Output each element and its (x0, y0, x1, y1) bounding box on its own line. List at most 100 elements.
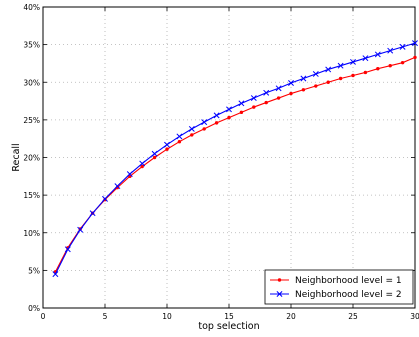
y-tick-label: 10% (23, 229, 40, 238)
series-1-point (289, 91, 293, 96)
x-tick-label: 20 (286, 312, 296, 321)
x-tick-label: 10 (162, 312, 172, 321)
series-1-point (152, 155, 157, 160)
x-marker-stroke (52, 271, 59, 278)
series-2-point (64, 246, 71, 253)
series-2-point (213, 112, 220, 119)
series-1-point (326, 80, 330, 84)
y-tick-label: 20% (23, 154, 40, 163)
x-tick-label: 0 (41, 312, 46, 321)
x-marker-stroke (325, 66, 332, 73)
x-marker-stroke (201, 119, 208, 126)
series-1-point (376, 67, 380, 71)
x-marker-stroke (126, 171, 133, 178)
x-marker-stroke (288, 80, 294, 86)
x-tick-label: 30 (410, 312, 419, 321)
series-1-point (400, 60, 405, 65)
series-2-point (300, 75, 307, 82)
x-marker-stroke (102, 195, 108, 202)
series-1-point (239, 110, 244, 115)
series-2-point (89, 210, 96, 217)
series-1-point (264, 100, 268, 105)
series-2-point (387, 47, 394, 54)
series-2-point (139, 160, 146, 167)
legend-entry-2: Neighborhood level = 2 (270, 290, 402, 300)
series-2-point (312, 71, 319, 77)
series-2-point (362, 55, 369, 62)
series-2-point (238, 100, 245, 107)
x-marker-stroke (114, 183, 121, 190)
y-axis-label: Recall (11, 143, 22, 171)
series-2-point (102, 195, 108, 202)
x-marker-stroke (337, 62, 344, 69)
x-marker-stroke (350, 58, 356, 65)
series-1-point (413, 55, 417, 60)
series-2-point (250, 95, 257, 102)
x-marker-stroke (312, 71, 319, 77)
x-marker-stroke (387, 47, 394, 54)
series-1-point (388, 63, 392, 68)
series-2-point (164, 141, 170, 148)
series-2-point (52, 271, 59, 278)
series-2-point (176, 133, 183, 140)
series-2-point (374, 51, 381, 58)
x-marker-stroke (176, 133, 183, 140)
series-2-point (226, 106, 232, 113)
y-tick-label: 15% (23, 191, 40, 200)
x-marker-stroke (412, 40, 418, 47)
y-tick-label: 25% (23, 116, 40, 125)
legend-box (264, 269, 414, 305)
y-tick-label: 30% (23, 78, 40, 87)
series-1-point (202, 127, 206, 131)
series-1-point (338, 76, 343, 81)
legend-entry-1: Neighborhood level = 1 (270, 276, 402, 286)
series-2-point (275, 85, 282, 92)
x-marker-stroke (276, 291, 283, 297)
x-marker-stroke (213, 112, 220, 119)
series-2-line (54, 42, 416, 275)
series-1-point (314, 84, 318, 88)
series-2-point (126, 171, 133, 178)
series-2-point (151, 150, 158, 157)
y-tick-label: 5% (28, 266, 40, 275)
x-marker-stroke (188, 125, 195, 132)
series-1-line (54, 56, 416, 273)
x-marker-stroke (275, 85, 282, 92)
x-marker-stroke (164, 141, 170, 148)
series-2 (52, 40, 418, 278)
x-tick-label: 15 (224, 312, 234, 321)
series-1 (53, 55, 417, 274)
x-marker-stroke (263, 89, 270, 96)
x-marker-stroke (89, 210, 96, 217)
series-1-point (140, 164, 144, 169)
x-marker-stroke (226, 106, 232, 113)
series-1-point (276, 96, 281, 100)
series-1-point (351, 73, 355, 78)
x-axis-label: top selection (198, 321, 259, 332)
x-tick-label: 5 (103, 312, 108, 321)
legend-label: Neighborhood level = 1 (295, 276, 402, 286)
x-marker-stroke (64, 246, 71, 253)
series-1-point (227, 115, 231, 120)
x-tick-label: 25 (348, 312, 358, 321)
series-1-point (177, 139, 182, 144)
series-2-point (288, 80, 294, 86)
y-tick-label: 0% (28, 304, 40, 313)
x-marker-stroke (300, 75, 307, 82)
legend: Neighborhood level = 1 Neighborhood level… (264, 269, 414, 305)
y-tick-label: 40% (23, 3, 40, 12)
legend-marker (276, 291, 283, 297)
x-marker-stroke (238, 100, 245, 107)
x-marker-stroke (374, 51, 381, 58)
series-2-point (337, 62, 344, 69)
series-2-point (188, 125, 195, 132)
legend-label: Neighborhood level = 2 (295, 290, 402, 300)
y-tick-label: 35% (23, 41, 40, 50)
series-2-point (325, 66, 332, 73)
x-marker-stroke (151, 150, 158, 157)
series-2-point (201, 119, 208, 126)
series-1-point (363, 70, 368, 75)
series-2-point (77, 226, 84, 233)
series-2-point (412, 40, 418, 47)
series-2-point (263, 89, 270, 96)
